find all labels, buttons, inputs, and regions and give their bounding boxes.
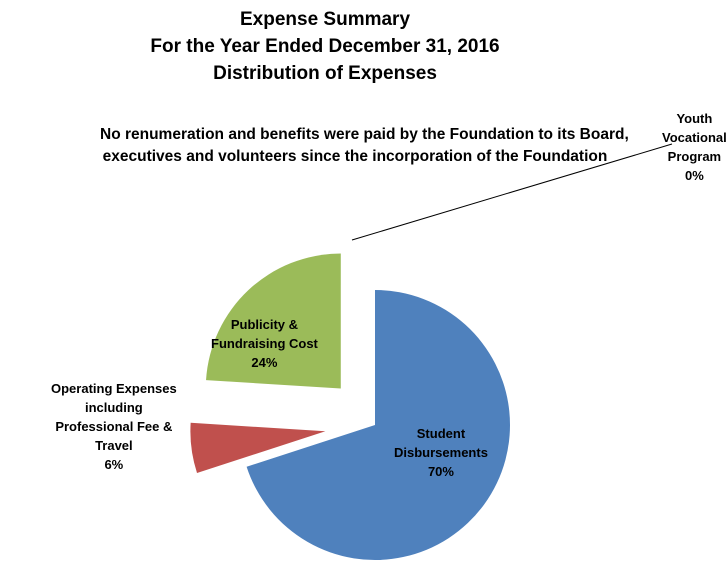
pie-slice-label-line: 0% [684,168,704,183]
pie-slice-operating-expenses-including-professional-fee-travel [190,422,326,473]
chart-title-line-1: Expense Summary [239,9,411,30]
pie-slice-label-line: Disbursements [394,445,488,460]
chart-title-line-3: Distribution of Expenses [213,63,437,84]
pie-slice-label-line: 6% [104,457,124,472]
pie-slice-label: Youth Vocational Program 0% [662,109,727,185]
pie-slice-label-line: 24% [251,355,278,370]
chart-note-line-2: executives and volunteers since the inco… [102,148,608,165]
pie-slice-label-line: Professional Fee & [55,419,173,434]
pie-slice-label-line: Program [667,149,722,164]
leader-line [351,143,673,241]
pie-slice-label-line: Travel [95,438,133,453]
pie-slice-label-line: Fundraising Cost [211,336,318,351]
pie-slice-label-line: Student [416,426,466,441]
chart-note-line-1: No renumeration and benefits were paid b… [100,126,629,143]
pie-slice-label: Operating Expenses including Professional … [51,379,177,474]
chart-note: No renumeration and benefits were paid b… [100,124,629,168]
pie-slice-label: Publicity & Fundraising Cost 24% [211,315,318,372]
pie-slice-label-line: Vocational [662,130,727,145]
pie-slice-label-line: 70% [427,464,454,479]
pie-slice-label: Student Disbursements 70% [394,424,488,481]
pie-slice-label-line: Youth [676,111,713,126]
chart-title: Expense Summary For the Year Ended Decem… [0,6,650,87]
pie-slice-publicity-fundraising-cost [206,253,341,389]
pie-slice-label-line: Operating Expenses [51,381,177,396]
pie-slice-student-disbursements [246,290,511,561]
chart-title-line-2: For the Year Ended December 31, 2016 [150,36,500,57]
pie-slice-label-line: Publicity & [230,317,299,332]
pie-slice-label-line: including [84,400,143,415]
